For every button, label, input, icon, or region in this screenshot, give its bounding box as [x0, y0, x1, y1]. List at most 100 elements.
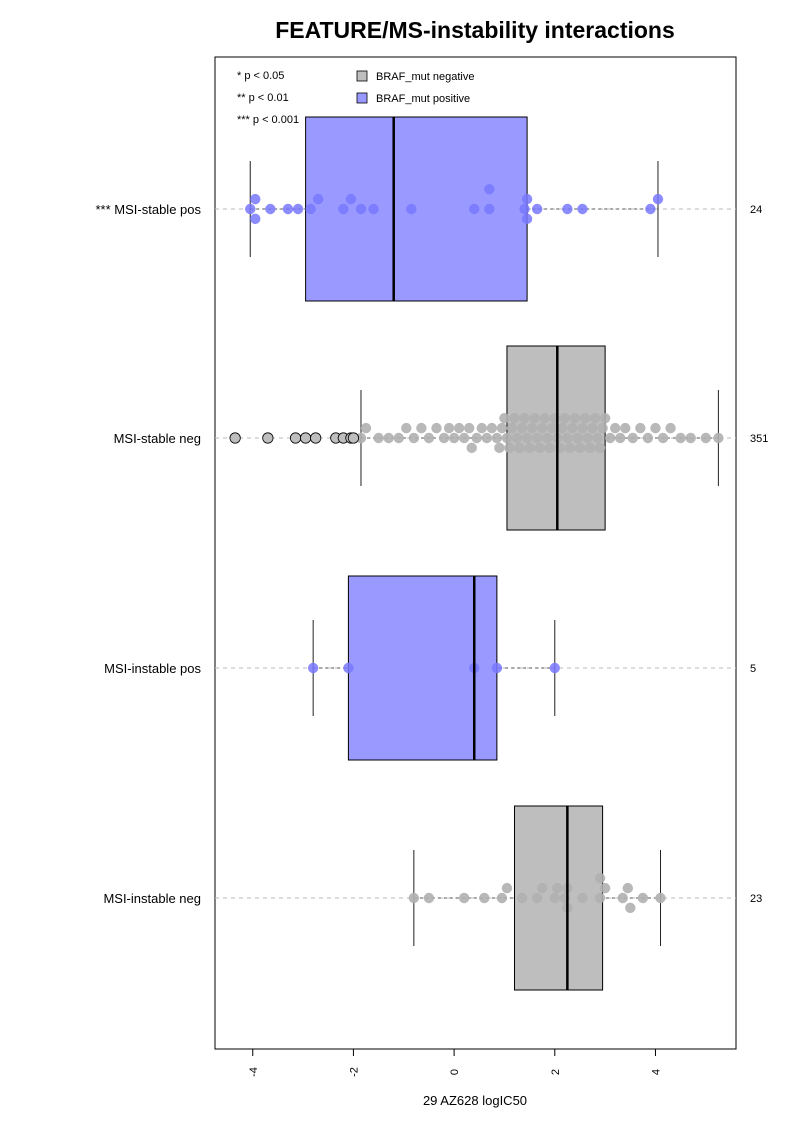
data-point: [423, 892, 435, 904]
data-point: [383, 432, 394, 444]
data-point: [469, 203, 480, 215]
x-tick-label: 4: [650, 1069, 662, 1075]
data-point: [516, 422, 528, 434]
data-point: [685, 432, 696, 444]
data-point: [406, 203, 417, 215]
outlier-point: [347, 432, 360, 444]
data-point: [617, 892, 628, 904]
data-point: [496, 422, 508, 434]
data-point: [604, 432, 616, 444]
data-point: [577, 422, 588, 434]
data-point: [536, 882, 548, 894]
chart-title: FEATURE/MS-instability interactions: [275, 17, 675, 43]
data-point: [343, 662, 354, 674]
data-point: [675, 432, 686, 444]
data-point: [665, 422, 676, 434]
data-point: [657, 432, 669, 444]
data-point: [534, 442, 545, 454]
x-tick-label: -2: [348, 1067, 360, 1077]
data-point: [486, 422, 498, 434]
data-point: [464, 422, 475, 434]
data-point: [504, 442, 515, 454]
data-point: [431, 422, 442, 434]
data-point: [574, 442, 586, 454]
data-point: [547, 422, 558, 434]
data-point: [401, 422, 412, 434]
data-point: [393, 432, 404, 444]
data-point: [569, 413, 581, 424]
data-point: [577, 892, 588, 904]
legend-label-braf-negative: BRAF_mut negative: [376, 71, 474, 83]
data-point: [594, 442, 606, 454]
data-point: [305, 203, 316, 215]
data-point: [438, 432, 450, 444]
group-count: 5: [750, 663, 756, 675]
outlier-point: [229, 432, 241, 444]
data-point: [250, 193, 261, 205]
data-point: [531, 432, 543, 444]
significance-legend-entry: * p < 0.05: [237, 70, 284, 82]
data-point: [536, 422, 548, 434]
data-point: [282, 203, 294, 215]
data-point: [542, 432, 553, 444]
data-point: [519, 203, 530, 215]
data-point: [597, 422, 608, 434]
data-point: [625, 902, 636, 914]
data-point: [645, 203, 656, 215]
legend-swatch-braf-positive: [356, 92, 368, 104]
data-point: [408, 432, 420, 444]
data-point: [599, 882, 611, 894]
data-point: [516, 892, 528, 904]
significance-legend: * p < 0.05 ** p < 0.01 *** p < 0.001: [237, 70, 299, 126]
data-point: [448, 432, 460, 444]
data-point: [494, 442, 505, 454]
data-point: [587, 422, 598, 434]
data-point: [338, 203, 349, 215]
data-point: [620, 422, 631, 434]
data-point: [373, 432, 384, 444]
x-axis: -4 -2 0 2 4: [248, 1048, 662, 1077]
x-tick-label: 0: [449, 1069, 461, 1075]
x-tick-label: -4: [248, 1067, 260, 1077]
data-point: [292, 203, 304, 215]
data-point: [519, 413, 530, 424]
data-point: [609, 422, 621, 434]
data-point: [594, 892, 606, 904]
data-point: [476, 422, 487, 434]
outlier-point: [289, 432, 302, 444]
data-point: [453, 422, 465, 434]
data-point: [526, 422, 538, 434]
data-point: [484, 203, 495, 215]
data-point: [499, 413, 510, 424]
data-point: [655, 892, 666, 904]
data-point: [529, 413, 540, 424]
data-point: [506, 422, 518, 434]
data-point: [423, 432, 435, 444]
data-point: [549, 892, 560, 904]
data-point: [484, 184, 495, 195]
x-axis-label: 29 AZ628 logIC50: [423, 1093, 527, 1108]
data-point: [564, 442, 576, 454]
data-point: [458, 892, 470, 904]
data-point: [496, 892, 508, 904]
significance-legend-entry: *** p < 0.001: [237, 114, 299, 126]
data-point: [552, 882, 563, 894]
data-point: [514, 442, 525, 454]
data-point: [559, 413, 571, 424]
data-point: [360, 422, 372, 434]
data-point: [312, 193, 324, 205]
data-point: [408, 892, 420, 904]
data-point: [521, 213, 533, 225]
data-point: [511, 432, 523, 444]
legend-label-braf-positive: BRAF_mut positive: [376, 93, 470, 105]
data-point: [652, 193, 664, 205]
data-point: [562, 203, 573, 215]
data-point: [650, 422, 661, 434]
data-point: [539, 413, 550, 424]
box-group-3: MSI-instable neg 23: [103, 805, 762, 991]
data-point: [245, 203, 256, 215]
data-point: [265, 203, 276, 215]
data-point: [562, 432, 573, 444]
data-point: [627, 432, 639, 444]
outlier-point: [300, 432, 312, 444]
